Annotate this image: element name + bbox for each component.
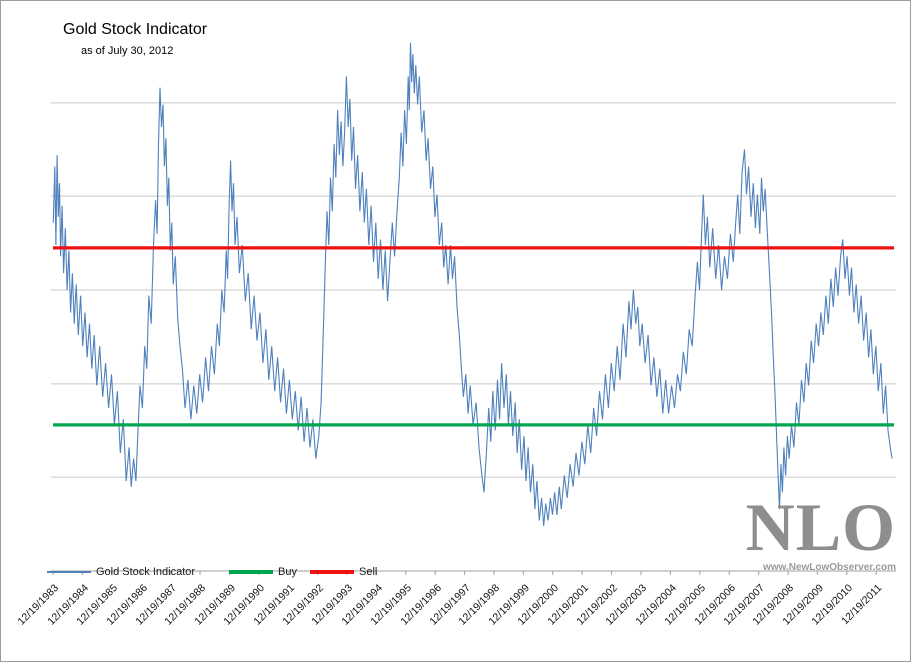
indicator-line-swatch bbox=[47, 571, 91, 573]
chart-subtitle: as of July 30, 2012 bbox=[81, 45, 174, 57]
nlo-watermark: NLO www.NewLowObserver.com bbox=[746, 493, 896, 573]
chart-title: Gold Stock Indicator bbox=[63, 21, 208, 38]
nlo-logo: NLO bbox=[745, 489, 896, 565]
buy-line-swatch bbox=[229, 570, 273, 574]
sell-line-swatch bbox=[310, 570, 354, 574]
legend-label: Buy bbox=[278, 566, 297, 578]
legend-label: Sell bbox=[359, 566, 378, 578]
legend-item-indicator: Gold Stock Indicator bbox=[47, 564, 195, 580]
legend-label: Gold Stock Indicator bbox=[96, 566, 196, 578]
legend: Gold Stock Indicator Buy Sell bbox=[1, 564, 910, 582]
nlo-url: www.NewLowObserver.com bbox=[762, 562, 896, 573]
legend-item-sell: Sell bbox=[310, 564, 377, 580]
indicator-series-line bbox=[52, 42, 893, 527]
x-axis-labels: 12/19/1983 12/19/1984 12/19/1985 12/19/1986… bbox=[1, 582, 910, 661]
legend-item-buy: Buy bbox=[229, 564, 297, 580]
